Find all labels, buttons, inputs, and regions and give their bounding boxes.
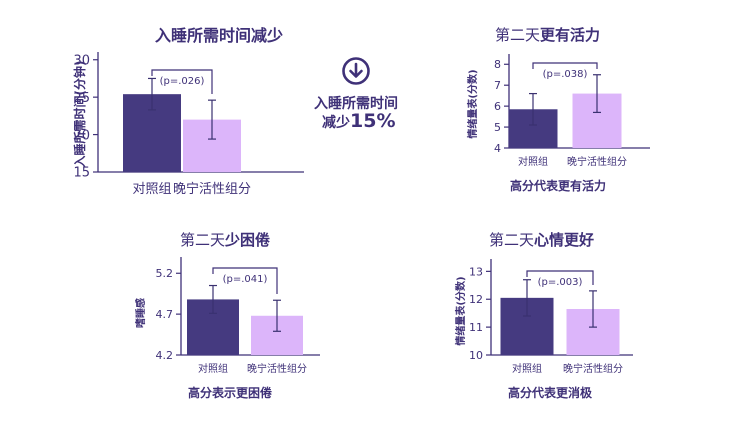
y-axis-label: 入睡所需时间(分钟) (72, 61, 87, 168)
y-tick-label: 20 (73, 128, 90, 143)
category-label: 对照组 (518, 155, 548, 168)
bar-chart-energy: 4 5 6 7 8 情绪量表(分数) 对照组 晚宁活性组分 (p=.038) 高分代表更有活力 (466, 54, 650, 193)
significance-bracket (532, 62, 598, 69)
down-arrow-circle-icon (342, 57, 370, 85)
y-tick-label: 5.2 (156, 267, 174, 280)
significance-bracket (151, 69, 213, 94)
y-tick-label: 11 (469, 321, 483, 334)
y-axis-label: 情绪量表(分数) (454, 276, 467, 345)
y-tick-label: 15 (73, 166, 90, 181)
reduction-line1: 入睡所需时间 (314, 96, 398, 112)
chart-sleep-latency: 入睡所需时间减少 15 20 25 30 入睡所需时间(分钟) 对照组 晚宁活性组分 (p=.… (70, 18, 320, 203)
significance-bracket (212, 267, 278, 294)
chart-mood: 第二天心情更好 10 11 12 13 情绪量表(分数) 对照组 晚宁活性组分 (p=.003… (454, 225, 675, 410)
chart-footer: 高分表示更困倦 (188, 385, 272, 400)
chart-footer: 高分代表更有活力 (510, 178, 606, 193)
y-tick-label: 30 (73, 53, 90, 68)
y-tick-label: 12 (469, 293, 483, 306)
reduction-line2: 减少15% (322, 110, 396, 132)
y-axis-label: 嗜睡感 (134, 298, 147, 328)
p-value-label: (p=.038) (543, 69, 588, 80)
p-value-label: (p=.041) (223, 274, 268, 285)
chart-energy: 第二天更有活力 4 5 6 7 8 情绪量表(分数) 对照组 晚宁活性组分 (p=.038) 高分… (465, 18, 665, 203)
chart-drowsiness: 第二天少困倦 4.2 4.7 5.2 嗜睡感对照组 晚宁活性组分 (p=.041) 高分表示… (134, 225, 335, 410)
y-tick-label: 13 (469, 265, 483, 278)
y-tick-label: 4.7 (156, 308, 174, 321)
y-tick-label: 5 (494, 121, 501, 134)
category-label: 对照组 (512, 362, 542, 375)
p-value-label: (p=.003) (538, 277, 583, 288)
category-label: 晚宁活性组分 (563, 362, 623, 375)
chart-title: 第二天少困倦 (180, 231, 271, 249)
category-label: 对照组 (132, 182, 171, 197)
chart-title: 入睡所需时间减少 (155, 26, 284, 45)
y-tick-label: 25 (73, 91, 90, 106)
reduction-value: 15% (350, 110, 396, 132)
chart-title: 第二天更有活力 (495, 26, 601, 44)
y-tick-label: 4 (494, 142, 501, 155)
significance-bracket (526, 270, 594, 285)
category-label: 晚宁活性组分 (173, 181, 251, 197)
category-label: 晚宁活性组分 (247, 362, 307, 375)
reduction-annotation: 入睡所需时间 减少15% (312, 56, 412, 136)
p-value-label: (p=.026) (160, 76, 205, 87)
chart-footer: 高分代表更消极 (508, 385, 593, 400)
chart-title: 第二天心情更好 (489, 231, 595, 249)
y-tick-label: 4.2 (156, 349, 174, 362)
y-tick-label: 7 (494, 79, 501, 92)
y-tick-label: 6 (494, 100, 501, 113)
y-tick-label: 8 (494, 58, 501, 71)
category-label: 晚宁活性组分 (567, 155, 627, 168)
y-tick-label: 10 (469, 349, 483, 362)
category-label: 对照组 (198, 362, 228, 375)
y-axis-label: 情绪量表(分数) (466, 69, 479, 138)
